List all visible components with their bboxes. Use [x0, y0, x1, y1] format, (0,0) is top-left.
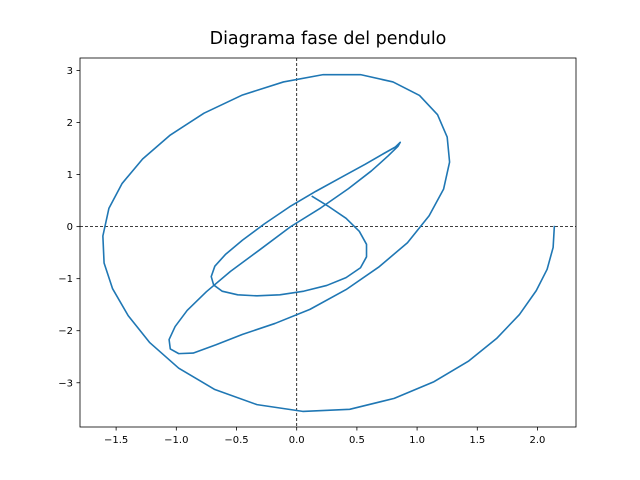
- x-tick-label: 2.0: [530, 435, 546, 446]
- y-tick-label: 1: [67, 170, 73, 181]
- x-tick-label: −1.0: [164, 435, 188, 446]
- x-tick-label: 1.0: [409, 435, 425, 446]
- x-tick-label: 0.5: [349, 435, 365, 446]
- x-tick-label: −1.5: [104, 435, 128, 446]
- y-tick-label: 2: [67, 118, 73, 129]
- x-tick-label: 0.0: [289, 435, 305, 446]
- y-tick-label: −3: [58, 378, 73, 389]
- phase-trajectory-line: [102, 73, 556, 413]
- axes-frame: [79, 57, 577, 428]
- y-tick-label: 0: [67, 222, 73, 233]
- chart-title: Diagrama fase del pendulo: [210, 29, 447, 49]
- x-tick-label: 1.5: [469, 435, 485, 446]
- plot-area: −1.5 −1.0 −0.5 0.0 0.5 1.0 1.5 2.0 −3 −2 −1 0 1 2 3: [58, 57, 577, 446]
- y-tick-label: 3: [67, 66, 73, 77]
- y-tick-label: −1: [58, 274, 73, 285]
- x-tick-label: −0.5: [224, 435, 248, 446]
- y-tick-label: −2: [58, 326, 73, 337]
